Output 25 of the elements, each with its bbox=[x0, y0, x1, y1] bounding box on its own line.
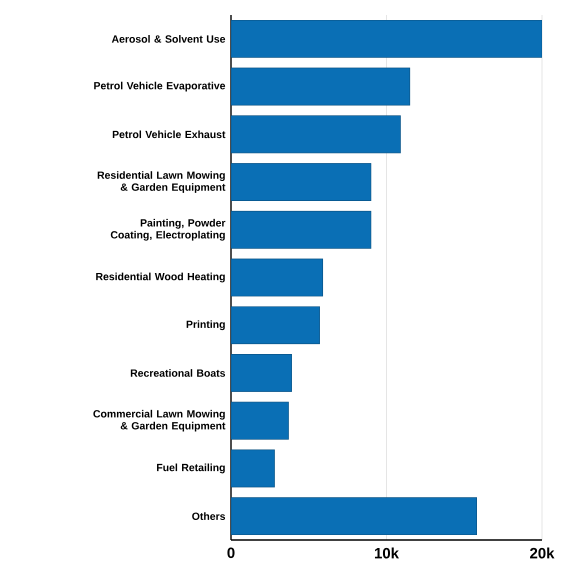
y-tick-label: Petrol Vehicle Evaporative bbox=[94, 82, 226, 92]
bar bbox=[231, 306, 320, 344]
bar bbox=[231, 354, 292, 392]
bar bbox=[231, 450, 275, 488]
x-tick-label: 10k bbox=[374, 548, 399, 558]
y-tick-label: Painting, Powder Coating, Electroplating bbox=[110, 218, 226, 241]
y-tick-label: Others bbox=[192, 512, 226, 520]
bar bbox=[231, 402, 289, 440]
bar bbox=[231, 163, 372, 201]
y-tick-label: Fuel Retailing bbox=[157, 464, 225, 474]
x-tick-label: 0 bbox=[227, 548, 235, 558]
bar bbox=[231, 115, 401, 154]
x-tick-label: 20k bbox=[530, 548, 554, 558]
bar bbox=[231, 20, 542, 58]
bar bbox=[231, 210, 372, 249]
y-tick-label: Commercial Lawn Mowing & Garden Equipment bbox=[93, 410, 226, 432]
bar bbox=[231, 258, 324, 296]
y-tick-label: Residential Wood Heating bbox=[96, 272, 225, 282]
bar bbox=[231, 497, 477, 536]
y-tick-label: Petrol Vehicle Exhaust bbox=[112, 130, 226, 138]
y-tick-label: Printing bbox=[186, 320, 225, 330]
y-tick-label: Recreational Boats bbox=[130, 369, 226, 377]
bar bbox=[231, 68, 410, 106]
y-tick-label: Aerosol & Solvent Use bbox=[112, 35, 226, 43]
y-tick-label: Residential Lawn Mowing & Garden Equipment bbox=[98, 171, 226, 193]
